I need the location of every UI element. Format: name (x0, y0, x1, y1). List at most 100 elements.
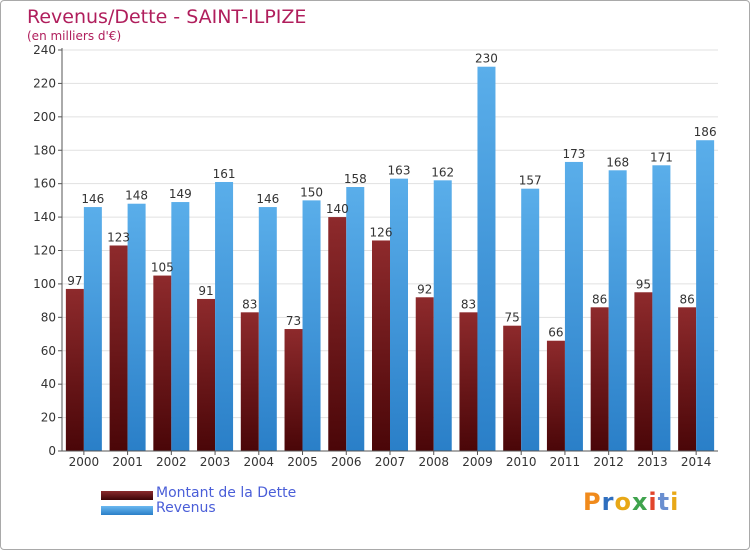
y-tick-label: 100 (33, 277, 56, 291)
data-label-revenus: 149 (169, 187, 192, 201)
data-label-revenus: 163 (388, 164, 411, 178)
data-label-debt: 73 (286, 314, 301, 328)
y-tick-label: 40 (41, 377, 56, 391)
data-label-revenus: 230 (475, 52, 498, 66)
x-tick-label: 2005 (287, 455, 318, 469)
legend-swatch-revenus (101, 506, 153, 515)
bar-revenus (433, 180, 452, 451)
bar-revenus (390, 178, 408, 451)
bar-revenus (521, 188, 540, 451)
logo-letter: r (601, 488, 615, 516)
data-label-debt: 91 (198, 284, 213, 298)
data-label-debt: 126 (370, 225, 393, 239)
bar-debt (459, 312, 478, 451)
x-tick-label: 2001 (112, 455, 143, 469)
x-tick-label: 2002 (156, 455, 187, 469)
data-label-revenus: 146 (256, 192, 279, 206)
legend-label-revenus: Revenus (156, 500, 216, 516)
y-tick-label: 200 (33, 110, 56, 124)
data-label-debt: 66 (548, 326, 563, 340)
data-label-revenus: 161 (213, 167, 236, 181)
bar-debt (590, 307, 609, 451)
chart-subtitle: (en milliers d'€) (27, 29, 122, 43)
data-label-revenus: 158 (344, 172, 367, 186)
bar-revenus (696, 140, 715, 451)
x-tick-label: 2003 (200, 455, 231, 469)
y-tick-label: 20 (41, 411, 56, 425)
bar-debt (65, 288, 84, 451)
x-tick-label: 2014 (681, 455, 712, 469)
data-label-revenus: 186 (694, 125, 717, 139)
data-label-revenus: 146 (81, 192, 104, 206)
y-tick-label: 140 (33, 210, 56, 224)
bar-debt (197, 298, 216, 451)
bar-debt (678, 307, 697, 451)
bar-debt (109, 245, 128, 451)
logo-letter: t (657, 488, 671, 516)
bar-debt (634, 292, 653, 451)
data-label-debt: 83 (461, 297, 476, 311)
data-label-debt: 92 (417, 282, 432, 296)
legend-swatch-debt (101, 491, 153, 500)
x-tick-label: 2009 (462, 455, 493, 469)
x-tick-label: 2013 (637, 455, 668, 469)
bar-debt (240, 312, 259, 451)
bar-revenus (477, 66, 496, 451)
chart-title: Revenus/Dette - SAINT-ILPIZE (27, 6, 307, 28)
y-tick-label: 220 (33, 76, 56, 90)
bar-debt (153, 275, 172, 451)
bar-revenus (608, 170, 627, 452)
logo-letter: x (631, 488, 649, 516)
y-tick-label: 0 (48, 444, 56, 458)
x-tick-label: 2008 (418, 455, 449, 469)
data-label-revenus: 148 (125, 189, 148, 203)
x-tick-label: 2011 (550, 455, 581, 469)
data-label-debt: 123 (107, 230, 130, 244)
logo-letter: i (670, 488, 680, 516)
data-label-revenus: 168 (606, 155, 629, 169)
bar-debt (372, 240, 390, 451)
proxiti-logo: Proxiti (583, 488, 679, 516)
data-label-revenus: 150 (300, 185, 323, 199)
logo-letter: P (583, 488, 602, 516)
y-tick-label: 180 (33, 143, 56, 157)
data-label-debt: 83 (242, 297, 257, 311)
data-label-revenus: 171 (650, 150, 673, 164)
x-tick-label: 2000 (69, 455, 100, 469)
bar-revenus (83, 207, 102, 451)
bar-revenus (171, 202, 190, 451)
bar-revenus (652, 165, 671, 451)
bar-revenus (302, 200, 321, 451)
bar-debt (546, 340, 565, 451)
bar-debt (284, 329, 303, 451)
data-label-revenus: 157 (519, 174, 542, 188)
x-tick-label: 2006 (331, 455, 362, 469)
x-tick-label: 2012 (593, 455, 624, 469)
y-tick-label: 80 (41, 310, 56, 324)
x-tick-label: 2010 (506, 455, 537, 469)
data-label-debt: 86 (679, 292, 694, 306)
data-label-revenus: 162 (431, 165, 454, 179)
y-tick-label: 240 (33, 43, 56, 57)
data-label-debt: 95 (636, 277, 651, 291)
bar-revenus (258, 207, 277, 451)
y-tick-label: 60 (41, 344, 56, 358)
bar-debt (328, 217, 347, 451)
data-label-debt: 86 (592, 292, 607, 306)
data-label-debt: 97 (67, 274, 82, 288)
bar-debt (503, 325, 522, 451)
y-tick-label: 120 (33, 244, 56, 258)
bar-revenus (215, 181, 234, 451)
logo-letter: i (648, 488, 658, 516)
data-label-debt: 75 (505, 311, 520, 325)
data-label-debt: 140 (326, 202, 349, 216)
x-tick-label: 2004 (244, 455, 275, 469)
bar-revenus (564, 161, 583, 451)
legend-label-debt: Montant de la Dette (156, 485, 297, 501)
bar-revenus (127, 203, 146, 451)
bar-revenus (346, 187, 365, 451)
x-tick-label: 2007 (375, 455, 406, 469)
y-tick-label: 160 (33, 177, 56, 191)
data-label-debt: 105 (151, 261, 174, 275)
